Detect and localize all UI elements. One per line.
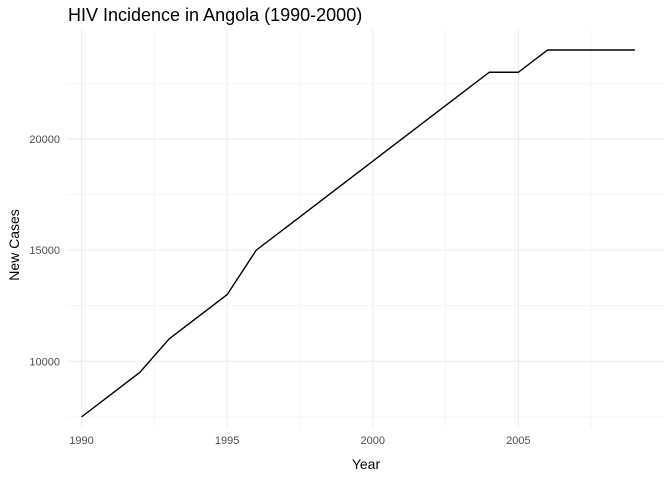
x-tick-label: 1995 <box>215 435 239 447</box>
x-tick-label: 2005 <box>506 435 530 447</box>
x-tick-label: 2000 <box>361 435 385 447</box>
y-tick-label: 15000 <box>29 245 60 257</box>
minor-gridlines <box>67 30 664 428</box>
y-axis-title: New Cases <box>6 209 22 281</box>
x-axis-title: Year <box>352 456 381 472</box>
major-gridlines <box>67 30 664 428</box>
series-layer <box>81 49 635 418</box>
series-line <box>81 49 635 418</box>
chart-title: HIV Incidence in Angola (1990-2000) <box>68 5 362 25</box>
y-tick-label: 10000 <box>29 356 60 368</box>
x-tick-label: 1990 <box>69 435 93 447</box>
y-tick-label: 20000 <box>29 134 60 146</box>
tick-labels: 1990 1995 2000 2005 10000 15000 20000 <box>29 134 530 447</box>
